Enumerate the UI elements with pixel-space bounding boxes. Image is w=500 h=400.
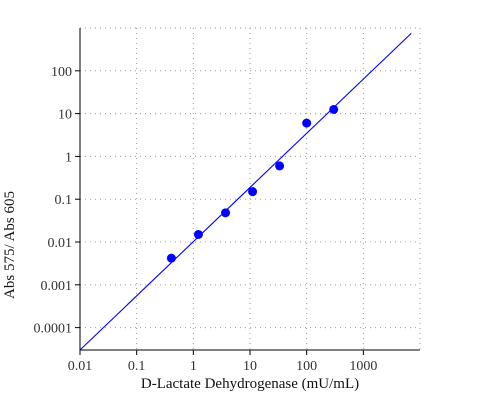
- y-axis-ticks: 0.0001 0.001 0.01 0.1 1 10 100: [34, 65, 80, 337]
- y-tick-label: 1: [65, 150, 72, 165]
- x-tick-label: 0.1: [128, 359, 146, 374]
- x-axis-title: D-Lactate Dehydrogenase (mU/mL): [141, 376, 359, 392]
- y-tick-label: 0.001: [41, 279, 73, 294]
- fit-line: [79, 32, 412, 351]
- data-point: [329, 104, 339, 114]
- fit-line-series: [79, 32, 412, 351]
- x-tick-label: 100: [296, 359, 317, 374]
- data-point: [302, 118, 312, 128]
- x-tick-label: 1000: [349, 359, 377, 374]
- data-point: [275, 161, 285, 171]
- x-tick-label: 1: [190, 359, 197, 374]
- y-tick-label: 0.0001: [34, 322, 73, 337]
- x-tick-label: 0.01: [68, 359, 93, 374]
- x-axis-ticks: 0.01 0.1 1 10 100 1000: [68, 350, 377, 374]
- y-tick-label: 0.1: [55, 193, 73, 208]
- x-tick-label: 10: [243, 359, 257, 374]
- data-point: [166, 253, 176, 263]
- y-tick-label: 100: [51, 65, 72, 80]
- data-points-series: [166, 104, 339, 263]
- y-axis-title: Abs 575/ Abs 605: [2, 191, 18, 299]
- data-point: [193, 229, 203, 239]
- data-point: [221, 208, 231, 218]
- data-point: [248, 187, 258, 197]
- y-tick-label: 10: [58, 108, 72, 123]
- y-tick-label: 0.01: [48, 236, 73, 251]
